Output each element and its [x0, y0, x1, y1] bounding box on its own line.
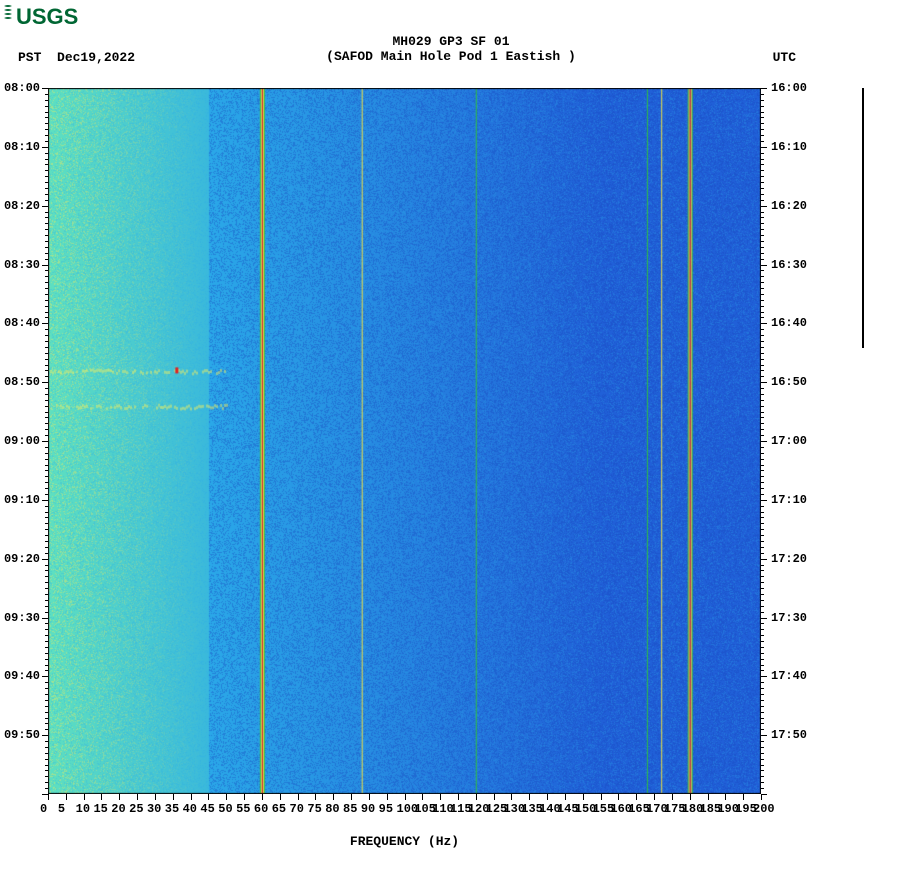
- x-tick-label: 30: [147, 802, 161, 816]
- chart-title: MH029 GP3 SF 01 (SAFOD Main Hole Pod 1 E…: [0, 34, 902, 64]
- y-right-label: 17:40: [771, 669, 807, 683]
- x-tick-label: 70: [290, 802, 304, 816]
- x-tick-label: 55: [236, 802, 250, 816]
- y-right-label: 17:10: [771, 493, 807, 507]
- spectrogram-plot: [48, 88, 761, 794]
- x-tick-label: 50: [218, 802, 232, 816]
- usgs-logo: USGS: [2, 2, 92, 35]
- x-tick-label: 85: [343, 802, 357, 816]
- x-tick-label: 60: [254, 802, 268, 816]
- y-left-label: 08:40: [4, 316, 40, 330]
- left-tick-marks: [42, 88, 48, 794]
- x-tick-label: 95: [379, 802, 393, 816]
- y-right-label: 17:20: [771, 552, 807, 566]
- y-right-label: 16:50: [771, 375, 807, 389]
- timezone-left: PST Dec19,2022: [18, 50, 135, 65]
- x-axis: 0510152025303540455055606570758085909510…: [48, 794, 761, 834]
- y-axis-left: 08:0008:1008:2008:3008:4008:5009:0009:10…: [0, 88, 48, 794]
- title-line1: MH029 GP3 SF 01: [0, 34, 902, 49]
- x-tick-label: 35: [165, 802, 179, 816]
- tz-left-label: PST: [18, 50, 41, 65]
- y-left-label: 09:40: [4, 669, 40, 683]
- y-left-label: 08:20: [4, 199, 40, 213]
- y-right-label: 16:00: [771, 81, 807, 95]
- x-tick-label: 0: [40, 802, 47, 816]
- y-left-label: 09:00: [4, 434, 40, 448]
- right-tick-marks: [761, 88, 767, 794]
- y-right-label: 16:20: [771, 199, 807, 213]
- y-right-label: 16:10: [771, 140, 807, 154]
- y-left-label: 08:50: [4, 375, 40, 389]
- title-line2: (SAFOD Main Hole Pod 1 Eastish ): [0, 49, 902, 64]
- y-right-label: 16:30: [771, 258, 807, 272]
- spectrogram-canvas: [48, 88, 761, 794]
- y-left-label: 09:20: [4, 552, 40, 566]
- x-tick-label: 5: [58, 802, 65, 816]
- y-left-label: 08:10: [4, 140, 40, 154]
- x-tick-label: 20: [111, 802, 125, 816]
- x-tick-label: 45: [200, 802, 214, 816]
- x-tick-label: 200: [753, 802, 775, 816]
- svg-text:USGS: USGS: [16, 4, 78, 29]
- y-left-label: 09:30: [4, 611, 40, 625]
- x-tick-label: 75: [307, 802, 321, 816]
- y-left-label: 09:50: [4, 728, 40, 742]
- date-label: Dec19,2022: [57, 50, 135, 65]
- y-left-label: 08:00: [4, 81, 40, 95]
- x-tick-label: 10: [76, 802, 90, 816]
- timezone-right: UTC: [773, 50, 796, 65]
- x-tick-label: 25: [129, 802, 143, 816]
- side-indicator-bar: [862, 88, 864, 348]
- x-axis-title: FREQUENCY (Hz): [48, 834, 761, 849]
- x-tick-label: 80: [325, 802, 339, 816]
- y-right-label: 17:50: [771, 728, 807, 742]
- y-axis-right: 16:0016:1016:2016:3016:4016:5017:0017:10…: [761, 88, 821, 794]
- y-left-label: 09:10: [4, 493, 40, 507]
- y-left-label: 08:30: [4, 258, 40, 272]
- y-right-label: 17:30: [771, 611, 807, 625]
- x-tick-label: 40: [183, 802, 197, 816]
- x-tick-label: 65: [272, 802, 286, 816]
- y-right-label: 16:40: [771, 316, 807, 330]
- y-right-label: 17:00: [771, 434, 807, 448]
- x-tick-label: 90: [361, 802, 375, 816]
- bottom-tick-marks: [48, 794, 761, 800]
- x-tick-label: 15: [93, 802, 107, 816]
